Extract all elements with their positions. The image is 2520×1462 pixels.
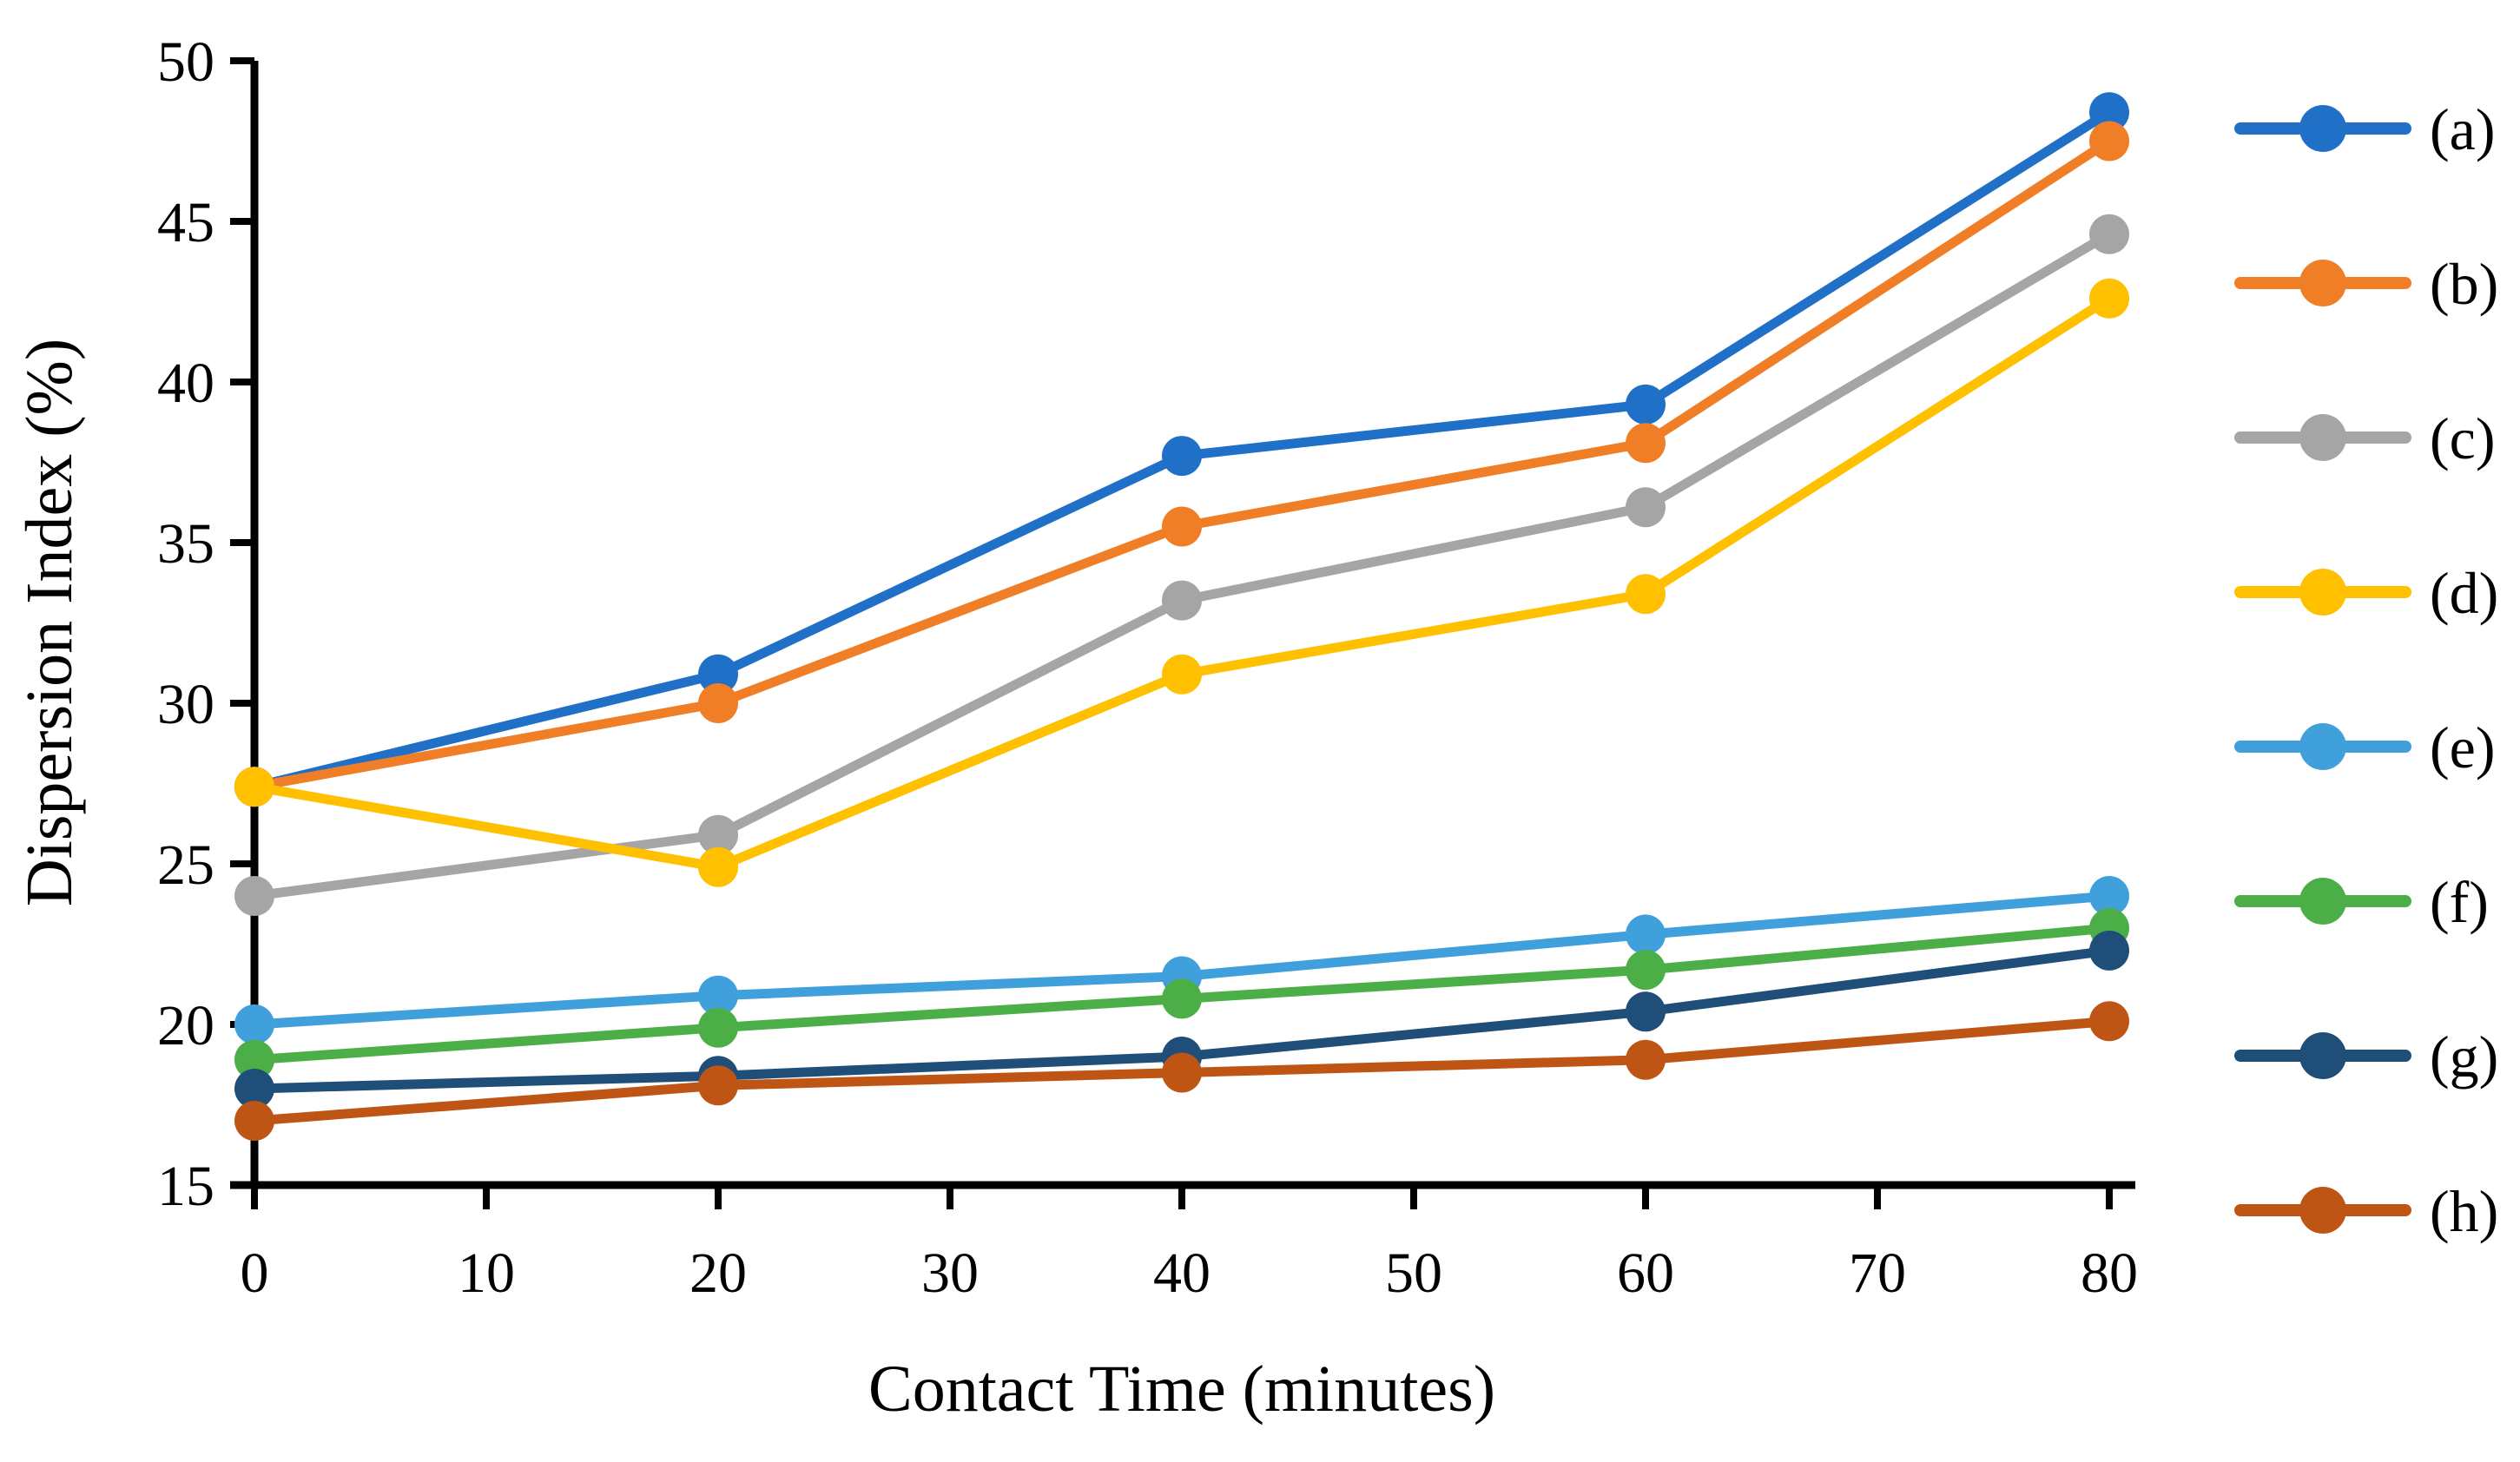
legend-swatch-marker-g bbox=[2299, 1032, 2346, 1079]
legend-label-e: (e) bbox=[2430, 715, 2495, 780]
legend-item-h: (h) bbox=[2234, 1178, 2498, 1244]
series-d-marker-20 bbox=[698, 846, 738, 887]
series-b-marker-60 bbox=[1626, 423, 1666, 464]
series-h-marker-60 bbox=[1626, 1039, 1666, 1080]
y-tick-label-25: 25 bbox=[157, 833, 214, 897]
x-tick-label-60: 60 bbox=[1617, 1241, 1674, 1305]
legend-swatch-marker-a bbox=[2299, 105, 2346, 152]
series-e-marker-0 bbox=[234, 1004, 274, 1044]
y-tick-label-20: 20 bbox=[157, 994, 214, 1057]
x-tick-label-40: 40 bbox=[1153, 1241, 1211, 1305]
y-tick-label-45: 45 bbox=[157, 191, 214, 254]
legend-swatch-marker-e bbox=[2299, 723, 2346, 770]
legend-item-g: (g) bbox=[2234, 1024, 2498, 1090]
series-f-marker-60 bbox=[1626, 950, 1666, 991]
legend-label-f: (f) bbox=[2430, 869, 2489, 935]
y-tick-label-30: 30 bbox=[157, 673, 214, 736]
legend-label-c: (c) bbox=[2430, 405, 2495, 471]
legend-item-f: (f) bbox=[2234, 869, 2489, 935]
x-tick-label-0: 0 bbox=[241, 1241, 269, 1305]
series-d-marker-80 bbox=[2089, 278, 2129, 319]
series-b-marker-80 bbox=[2089, 121, 2129, 161]
x-tick-label-70: 70 bbox=[1849, 1241, 1906, 1305]
legend-item-b: (b) bbox=[2234, 251, 2498, 317]
series-c-marker-40 bbox=[1162, 580, 1202, 621]
y-tick-label-35: 35 bbox=[157, 512, 214, 576]
x-tick-label-50: 50 bbox=[1385, 1241, 1442, 1305]
legend-item-d: (d) bbox=[2234, 560, 2498, 626]
series-e-marker-20 bbox=[698, 975, 738, 1016]
legend-label-a: (a) bbox=[2430, 96, 2495, 162]
legend-swatch-marker-c bbox=[2299, 414, 2346, 461]
legend-swatch-marker-f bbox=[2299, 878, 2346, 925]
legend-item-c: (c) bbox=[2234, 405, 2495, 471]
plot-area: 15 20 25 30 35 40 45 50 0 10 20 30 40 50 60 70 80 bbox=[157, 30, 2138, 1305]
x-tick-label-80: 80 bbox=[2081, 1241, 2138, 1305]
series-c-marker-60 bbox=[1626, 487, 1666, 528]
series-h-marker-80 bbox=[2089, 1001, 2129, 1042]
series-h-marker-0 bbox=[234, 1101, 274, 1141]
series-g-marker-80 bbox=[2089, 930, 2129, 971]
y-tick-label-15: 15 bbox=[157, 1155, 214, 1218]
series-c-marker-20 bbox=[698, 814, 738, 855]
y-tick-label-50: 50 bbox=[157, 30, 214, 94]
series-e-marker-80 bbox=[2089, 876, 2129, 916]
series-c-marker-0 bbox=[234, 876, 274, 916]
series-d-marker-0 bbox=[234, 767, 274, 807]
y-tick-label-40: 40 bbox=[157, 352, 214, 415]
series-c-line bbox=[249, 229, 2114, 901]
series-a-marker-20 bbox=[698, 654, 738, 695]
series-c-marker-80 bbox=[2089, 214, 2129, 254]
series-b-marker-20 bbox=[698, 683, 738, 723]
x-tick-label-30: 30 bbox=[921, 1241, 979, 1305]
y-axis-title: Dispersion Index (%) bbox=[13, 339, 86, 906]
legend-swatch-marker-d bbox=[2299, 569, 2346, 616]
legend-label-g: (g) bbox=[2430, 1024, 2498, 1090]
series-g-marker-60 bbox=[1626, 991, 1666, 1032]
legend: (a) (b) (c) (d) (e) (f) (g) (h) bbox=[2234, 96, 2498, 1244]
series-b-marker-40 bbox=[1162, 506, 1202, 547]
series-f-marker-40 bbox=[1162, 978, 1202, 1019]
series-a-marker-40 bbox=[1162, 436, 1202, 477]
series-a-marker-60 bbox=[1626, 384, 1666, 425]
series-f-marker-0 bbox=[234, 1039, 274, 1080]
series-h-marker-20 bbox=[698, 1065, 738, 1106]
series-g-marker-0 bbox=[234, 1069, 274, 1109]
series-a-marker-80 bbox=[2089, 92, 2129, 133]
series-e-marker-60 bbox=[1626, 914, 1666, 955]
legend-item-a: (a) bbox=[2234, 96, 2495, 162]
legend-label-d: (d) bbox=[2430, 560, 2498, 626]
legend-label-h: (h) bbox=[2430, 1178, 2498, 1244]
series-f-marker-20 bbox=[698, 1007, 738, 1048]
legend-swatch-marker-b bbox=[2299, 260, 2346, 306]
x-tick-label-20: 20 bbox=[689, 1241, 747, 1305]
legend-swatch-marker-h bbox=[2299, 1187, 2346, 1234]
series-h-marker-40 bbox=[1162, 1052, 1202, 1093]
x-tick-label-10: 10 bbox=[458, 1241, 515, 1305]
series-d-marker-60 bbox=[1626, 574, 1666, 615]
legend-label-b: (b) bbox=[2430, 251, 2498, 317]
x-axis-title: Contact Time (minutes) bbox=[868, 1353, 1495, 1426]
legend-item-e: (e) bbox=[2234, 715, 2495, 780]
series-d-marker-40 bbox=[1162, 654, 1202, 695]
